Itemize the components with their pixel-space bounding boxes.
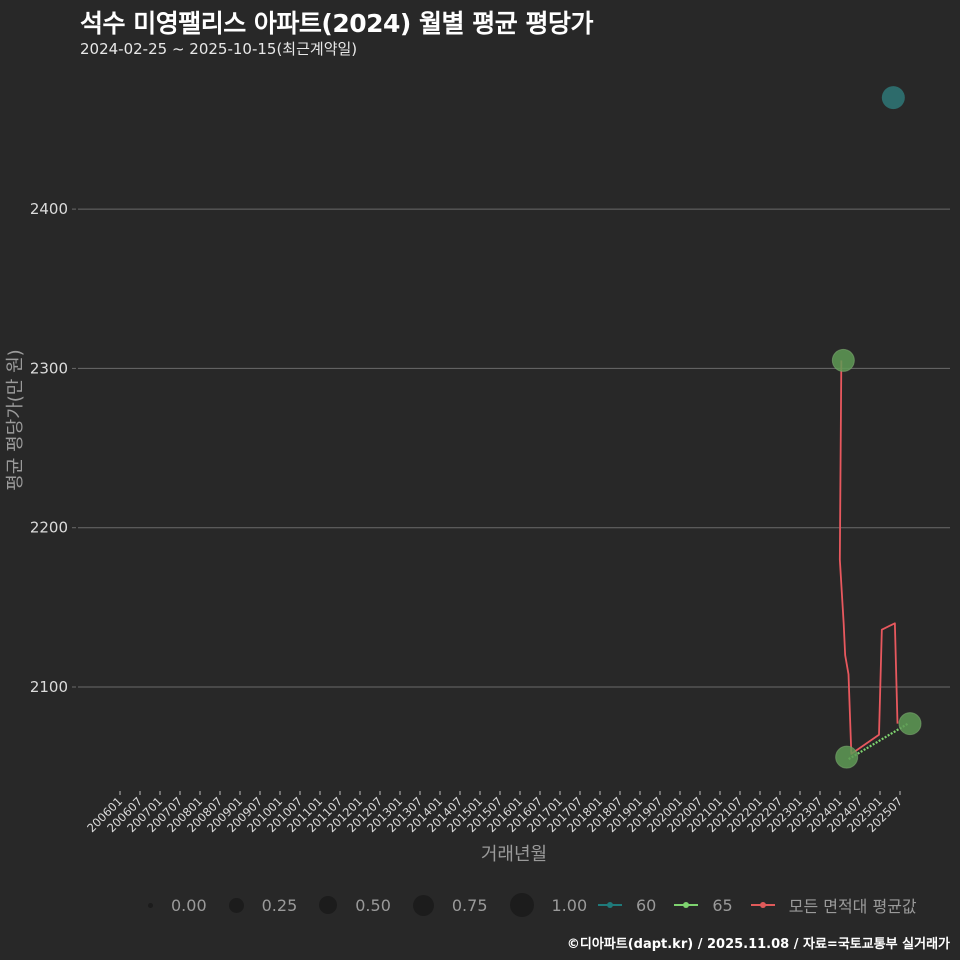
size-legend-dot-icon (148, 902, 153, 908)
size-legend-label: 0.75 (451, 895, 488, 915)
size-legend-label: 0.25 (261, 895, 298, 915)
x-axis-ticks: 2006012006072007012007072008012008072009… (84, 791, 905, 835)
source-caption: ©디아파트(dapt.kr) / 2025.11.08 / 자료=국토교통부 실… (566, 937, 950, 952)
series-65-line (848, 722, 909, 761)
color-legend-label: 모든 면적대 평균값 (788, 897, 917, 916)
size-legend-dot-icon (228, 897, 244, 913)
color-legend-label: 60 (636, 895, 657, 915)
y-tick-label: 2100 (30, 678, 68, 696)
series-65 (831, 348, 922, 769)
y-axis-label: 평균 평당가(만 원) (5, 349, 26, 491)
size-legend-item: 0.50 (319, 896, 391, 915)
y-tick-label: 2200 (30, 519, 68, 537)
y-tick-label: 2400 (30, 200, 68, 218)
size-legend-label: 0.00 (171, 895, 207, 915)
size-legend-label: 1.00 (551, 895, 588, 915)
average-line (838, 360, 899, 755)
size-legend-dot-icon (412, 894, 434, 916)
gridlines (78, 208, 950, 688)
series-65-point (831, 348, 855, 372)
size-legend-item: 1.00 (509, 893, 588, 917)
color-legend-label: 65 (712, 895, 733, 915)
size-legend: 0.00 0.25 0.50 0.75 1.00 (148, 893, 609, 917)
size-legend-dot-icon (509, 893, 534, 917)
size-legend-dot-icon (319, 896, 338, 914)
line-point-key-icon (598, 898, 622, 912)
y-axis-ticks: 2100 2200 2300 2400 (30, 200, 76, 696)
chart-title: 석수 미영팰리스 아파트(2024) 월별 평균 평당가 (80, 9, 593, 38)
series-60-point (881, 86, 905, 110)
color-legend-item: 60 (598, 896, 656, 915)
size-legend-item: 0.75 (412, 894, 488, 916)
color-legend-item: 모든 면적대 평균값 (750, 893, 917, 917)
y-tick-label: 2300 (30, 359, 68, 377)
series-average-line (838, 360, 899, 755)
chart-subtitle: 2024-02-25 ~ 2025-10-15(최근계약일) (80, 40, 358, 58)
size-legend-label: 0.50 (355, 895, 391, 915)
size-legend-item: 0.00 (148, 896, 207, 915)
line-point-key-icon (674, 898, 699, 912)
size-legend-item: 0.25 (228, 895, 298, 915)
x-axis-label: 거래년월 (480, 844, 548, 865)
color-legend-item: 65 (674, 895, 733, 915)
series-60 (881, 86, 905, 110)
line-point-key-icon (750, 898, 775, 912)
color-legend: 60 65 모든 면적대 평균값 (598, 893, 935, 917)
series-65-point (898, 712, 922, 736)
series-65-point (835, 745, 859, 769)
